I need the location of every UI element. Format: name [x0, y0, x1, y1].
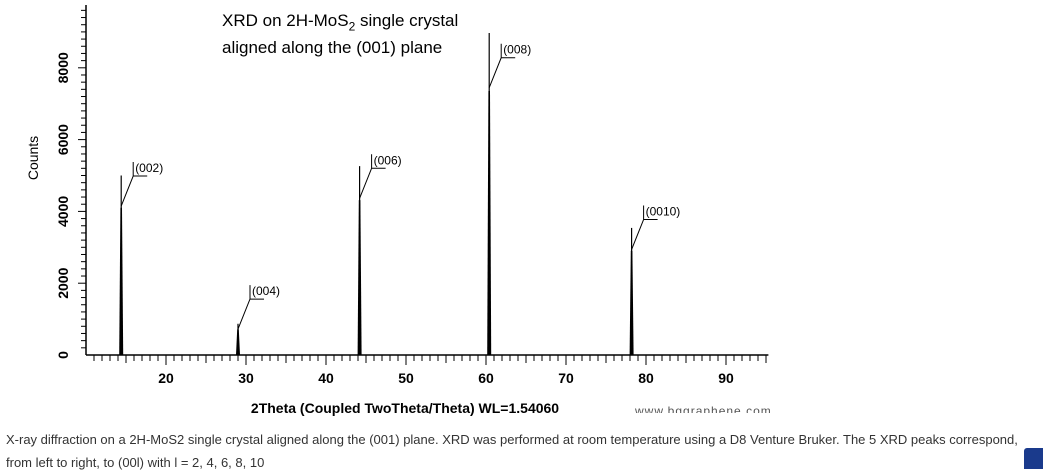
- peak-label: (008): [503, 43, 531, 57]
- x-tick-label: 80: [638, 370, 654, 386]
- peak-leader: [631, 205, 658, 250]
- x-tick-label: 20: [158, 370, 174, 386]
- watermark: www.bggraphene.com: [635, 404, 772, 413]
- peak-label: (002): [135, 161, 163, 175]
- xrd-chart: 20 30 40 50 60 70 80 90 0 2000 4000 6000 8000 2Theta …: [25, 4, 769, 416]
- peak-leader: [359, 154, 386, 199]
- peak-label: (004): [252, 284, 280, 298]
- y-tick-label: 4000: [55, 196, 71, 227]
- chart-title: XRD on 2H-MoS2 single crystal aligned alo…: [222, 11, 459, 58]
- peak-leader: [237, 285, 264, 330]
- scroll-top-button[interactable]: [1024, 448, 1043, 469]
- peak-label: (0010): [646, 205, 681, 219]
- x-tick-label: 60: [478, 370, 494, 386]
- x-tick-label: 90: [718, 370, 734, 386]
- x-axis-label: 2Theta (Coupled TwoTheta/Theta) WL=1.540…: [251, 400, 559, 416]
- y-tick-label: 8000: [55, 52, 71, 83]
- y-tick-label: 0: [55, 351, 71, 359]
- x-tick-label: 70: [558, 370, 574, 386]
- y-tick-label: 2000: [55, 267, 71, 298]
- y-tick-label: 6000: [55, 124, 71, 155]
- figure-caption: X-ray diffraction on a 2H-MoS2 single cr…: [6, 432, 1018, 470]
- peak-leader: [488, 43, 516, 88]
- peak-leader: [120, 162, 148, 207]
- x-tick-label: 50: [398, 370, 414, 386]
- peak-label: (006): [374, 153, 402, 167]
- y-axis-label: Counts: [25, 136, 41, 180]
- x-tick-label: 40: [318, 370, 334, 386]
- x-tick-label: 30: [238, 370, 254, 386]
